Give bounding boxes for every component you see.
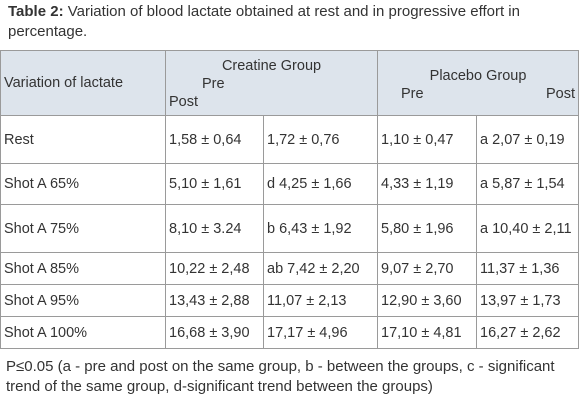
row-label: Shot A 65% xyxy=(0,163,166,205)
row-label: Shot A 75% xyxy=(0,204,166,253)
group-name: Creatine Group xyxy=(221,58,322,74)
table-row: Rest 1,58 ± 0,64 1,72 ± 0,76 1,10 ± 0,47 a 2… xyxy=(0,115,580,164)
row-label: Rest xyxy=(0,115,166,164)
footnote: P≤0.05 (a - pre and post on the same gro… xyxy=(6,358,555,395)
value-cell: 9,07 ± 2,70 xyxy=(377,252,478,285)
value-cell: 12,90 ± 3,60 xyxy=(377,284,478,317)
post-label: Post xyxy=(169,94,199,110)
row-label: Shot A 85% xyxy=(0,252,166,285)
caption-label: Table 2: xyxy=(8,3,64,20)
row-label: Shot A 95% xyxy=(0,284,166,317)
header-row: Variation of lactate Creatine Group Pre … xyxy=(0,50,580,116)
table-row: Shot A 100% 16,68 ± 3,90 17,17 ± 4,96 17,10… xyxy=(0,316,580,349)
value-cell: 11,07 ± 2,13 xyxy=(262,284,379,317)
group-header: Creatine Group Pre Post xyxy=(164,50,379,116)
value-cell: 17,10 ± 4,81 xyxy=(377,316,478,349)
value-cell: b 6,43 ± 1,92 xyxy=(262,204,379,253)
value-cell: 4,33 ± 1,19 xyxy=(377,163,478,205)
group-name: Placebo Group xyxy=(429,68,527,84)
table-row: Shot A 85% 10,22 ± 2,48 ab 7,42 ± 2,20 9,07… xyxy=(0,252,580,285)
value-cell: a 5,87 ± 1,54 xyxy=(476,163,580,205)
value-cell: 13,97 ± 1,73 xyxy=(476,284,580,317)
value-cell: 5,80 ± 1,96 xyxy=(377,204,478,253)
value-cell: 17,17 ± 4,96 xyxy=(262,316,379,349)
value-cell: 8,10 ± 3.24 xyxy=(165,204,264,253)
group-header: Placebo Group Pre Post xyxy=(377,50,580,116)
pre-label: Pre xyxy=(401,86,424,102)
post-label: Post xyxy=(546,86,576,102)
value-cell: 16,68 ± 3,90 xyxy=(165,316,264,349)
value-cell: 1,72 ± 0,76 xyxy=(262,115,379,164)
value-cell: 13,43 ± 2,88 xyxy=(165,284,264,317)
table-body: Rest 1,58 ± 0,64 1,72 ± 0,76 1,10 ± 0,47 a 2… xyxy=(0,115,580,349)
row-label: Shot A 100% xyxy=(0,316,166,349)
pre-post: Pre Post xyxy=(381,85,575,103)
value-cell: ab 7,42 ± 2,20 xyxy=(262,252,379,285)
table-row: Shot A 95% 13,43 ± 2,88 11,07 ± 2,13 12,90 … xyxy=(0,284,580,317)
table-row: Shot A 75% 8,10 ± 3.24 b 6,43 ± 1,92 5,80 ±… xyxy=(0,204,580,253)
value-cell: 11,37 ± 1,36 xyxy=(476,252,580,285)
value-cell: 1,58 ± 0,64 xyxy=(165,115,264,164)
table-row: Shot A 65% 5,10 ± 1,61 d 4,25 ± 1,66 4,33 ±… xyxy=(0,163,580,205)
data-table: Variation of lactate Creatine Group Pre … xyxy=(0,50,580,349)
pre-label: Pre xyxy=(202,76,225,92)
value-cell: a 2,07 ± 0,19 xyxy=(476,115,580,164)
value-cell: 5,10 ± 1,61 xyxy=(165,163,264,205)
value-cell: 10,22 ± 2,48 xyxy=(165,252,264,285)
value-cell: a 10,40 ± 2,11 xyxy=(476,204,580,253)
header-cell: Variation of lactate xyxy=(0,50,166,116)
value-cell: 16,27 ± 2,62 xyxy=(476,316,580,349)
value-cell: d 4,25 ± 1,66 xyxy=(262,163,379,205)
caption-text: Variation of blood lactate obtained at r… xyxy=(8,3,520,40)
value-cell: 1,10 ± 0,47 xyxy=(377,115,478,164)
caption: Table 2: Variation of blood lactate obta… xyxy=(8,2,578,42)
